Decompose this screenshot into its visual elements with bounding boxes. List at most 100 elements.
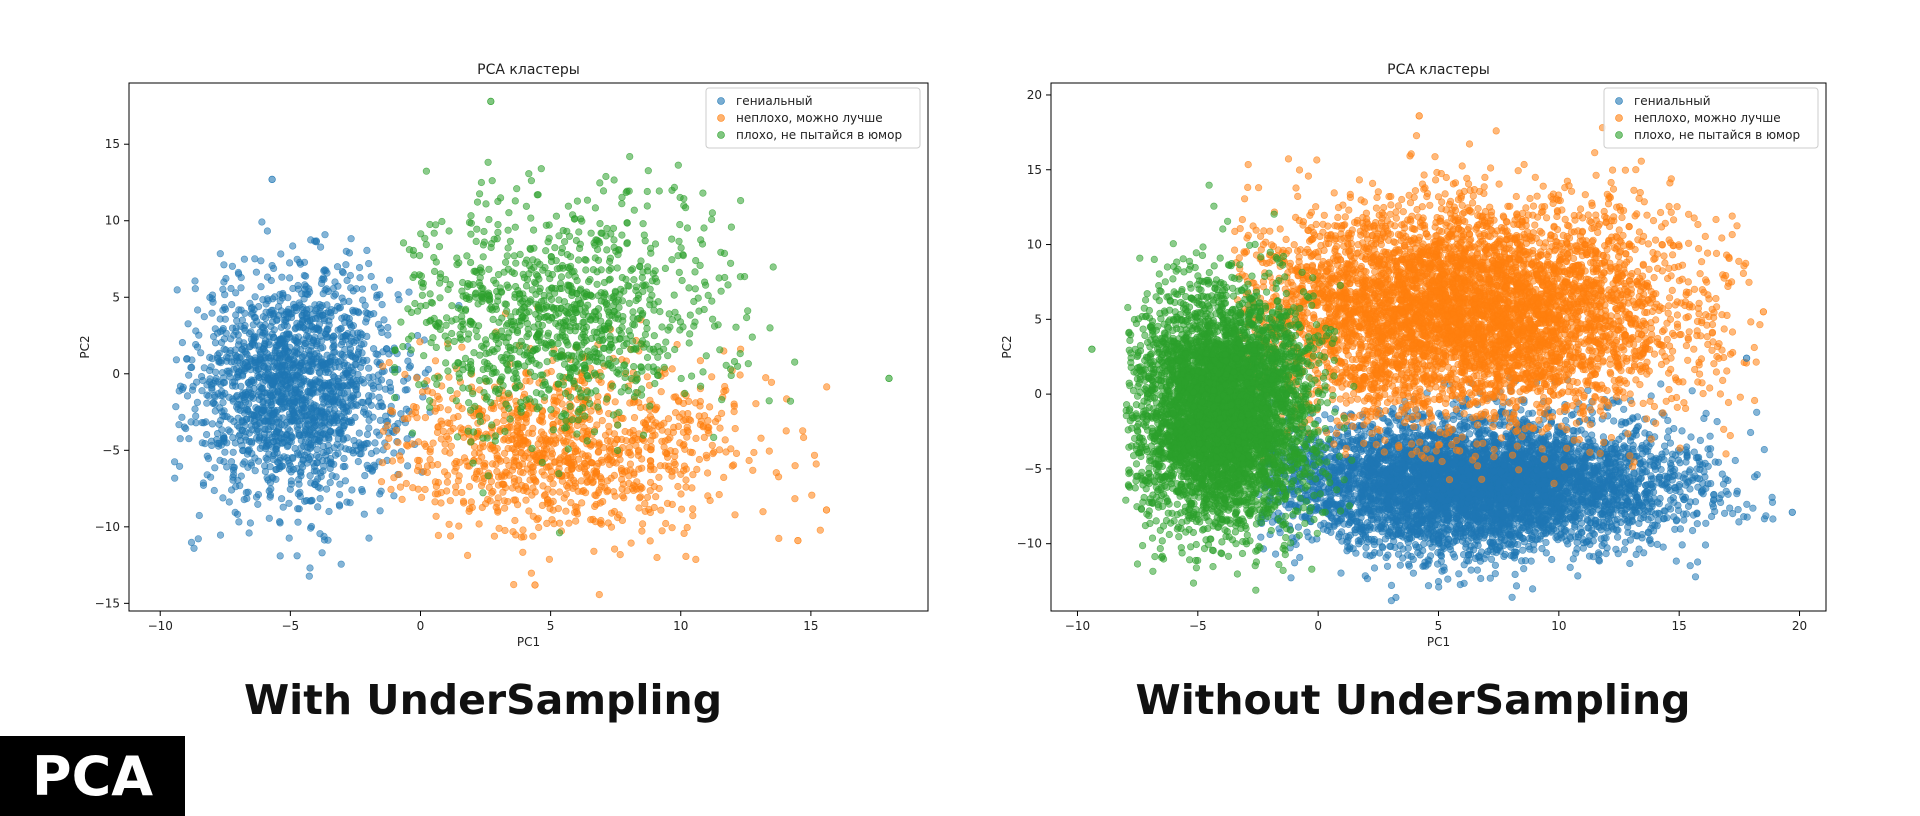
scatter-point — [379, 362, 387, 370]
scatter-point — [305, 285, 313, 293]
scatter-point — [445, 227, 453, 235]
scatter-point — [542, 302, 551, 310]
scatter-point — [434, 531, 443, 540]
scatter-point — [477, 178, 486, 187]
scatter-point — [506, 344, 515, 352]
scatter-point — [252, 362, 260, 370]
scatter-point — [594, 256, 603, 264]
scatter-point — [1566, 563, 1574, 572]
scatter-point — [379, 348, 387, 356]
scatter-point — [541, 344, 550, 352]
scatter-point — [340, 454, 348, 463]
scatter-point — [465, 399, 473, 407]
scatter-point — [685, 415, 693, 424]
scatter-point — [564, 351, 572, 359]
scatter-point — [531, 398, 539, 406]
scatter-point — [627, 539, 635, 547]
scatter-point — [511, 516, 519, 525]
scatter-point — [670, 458, 678, 467]
scatter-point — [441, 440, 449, 448]
scatter-point — [470, 474, 479, 482]
scatter-point — [287, 477, 296, 485]
scatter-point — [306, 322, 314, 330]
scatter-point — [428, 389, 437, 397]
scatter-point — [614, 421, 622, 429]
scatter-point — [657, 388, 665, 396]
scatter-point — [342, 247, 350, 255]
scatter-point — [586, 276, 594, 284]
scatter-point — [651, 380, 659, 388]
scatter-point — [590, 428, 599, 436]
scatter-point — [431, 490, 440, 498]
scatter-point — [610, 430, 619, 438]
scatter-point — [618, 492, 627, 500]
scatter-point — [1574, 572, 1582, 580]
scatter-point — [555, 434, 564, 442]
scatter-point — [510, 580, 518, 589]
scatter-point — [550, 289, 559, 297]
scatter-point — [398, 495, 406, 504]
legend-label: неплохо, можно лучше — [736, 111, 883, 125]
scatter-point — [695, 455, 704, 464]
scatter-point — [493, 499, 501, 508]
scatter-point — [700, 412, 709, 420]
scatter-point — [684, 410, 692, 418]
scatter-point — [733, 362, 742, 370]
scatter-point — [530, 244, 538, 252]
scatter-point — [248, 357, 256, 365]
scatter-point — [343, 276, 351, 285]
scatter-point — [625, 448, 634, 456]
scatter-point — [416, 338, 424, 346]
scatter-point — [229, 463, 237, 472]
scatter-point — [407, 308, 416, 317]
scatter-point — [612, 357, 620, 365]
scatter-point — [651, 406, 659, 414]
scatter-point — [223, 463, 231, 471]
scatter-point — [352, 385, 360, 393]
scatter-point — [213, 436, 221, 444]
scatter-point — [532, 333, 541, 341]
scatter-point — [299, 336, 308, 344]
scatter-point — [799, 427, 807, 435]
scatter-point — [473, 225, 481, 233]
scatter-point — [578, 217, 586, 225]
scatter-point — [555, 519, 564, 527]
scatter-point — [254, 457, 263, 465]
scatter-point — [399, 239, 408, 247]
scatter-point — [467, 258, 475, 267]
scatter-point — [731, 511, 739, 519]
scatter-point — [646, 478, 655, 487]
scatter-point — [392, 426, 401, 434]
scatter-point — [492, 333, 500, 342]
scatter-point — [710, 433, 718, 442]
scatter-point — [525, 507, 533, 515]
scatter-point — [191, 285, 199, 293]
scatter-point — [674, 161, 682, 169]
scatter-point — [513, 374, 521, 382]
scatter-point — [501, 504, 509, 512]
scatter-point — [227, 415, 235, 423]
scatter-point — [595, 350, 603, 358]
scatter-point — [346, 499, 354, 507]
scatter-point — [172, 403, 180, 411]
scatter-point — [243, 405, 251, 414]
scatter-point — [620, 287, 628, 295]
scatter-point — [284, 384, 292, 393]
scatter-point — [199, 481, 208, 489]
scatter-point — [370, 283, 379, 291]
scatter-point — [651, 240, 660, 248]
scatter-point — [533, 516, 541, 524]
scatter-point — [504, 367, 512, 375]
scatter-point — [557, 273, 566, 281]
scatter-point — [500, 497, 508, 505]
scatter-point — [458, 343, 466, 351]
scatter-point — [482, 200, 490, 208]
scatter-point — [367, 272, 375, 281]
scatter-point — [525, 395, 534, 403]
scatter-point — [336, 304, 345, 312]
scatter-point — [691, 285, 699, 293]
scatter-point — [632, 344, 640, 352]
scatter-point — [577, 285, 585, 293]
scatter-point — [647, 462, 655, 470]
scatter-point — [452, 457, 461, 466]
